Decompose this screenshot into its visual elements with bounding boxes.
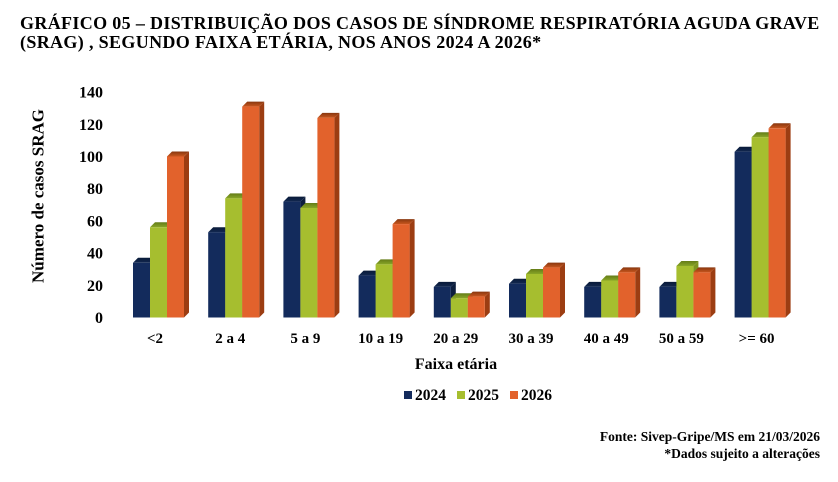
svg-text:0: 0 bbox=[95, 310, 103, 327]
svg-text:40 a 49: 40 a 49 bbox=[584, 331, 629, 347]
svg-text:40: 40 bbox=[87, 246, 103, 263]
svg-text:2 a 4: 2 a 4 bbox=[215, 331, 246, 347]
svg-text:100: 100 bbox=[79, 149, 103, 166]
svg-text:5 a 9: 5 a 9 bbox=[290, 331, 320, 347]
svg-text:80: 80 bbox=[87, 181, 103, 198]
svg-text:140: 140 bbox=[79, 85, 103, 102]
svg-text:Faixa etária: Faixa etária bbox=[415, 356, 497, 373]
svg-text:>= 60: >= 60 bbox=[739, 331, 775, 347]
svg-text:20 a 29: 20 a 29 bbox=[433, 331, 478, 347]
svg-text:30 a 39: 30 a 39 bbox=[509, 331, 554, 347]
svg-text:Número de casos SRAG: Número de casos SRAG bbox=[29, 109, 48, 283]
svg-text:120: 120 bbox=[79, 117, 103, 134]
svg-text:50 a 59: 50 a 59 bbox=[659, 331, 704, 347]
svg-text:10 a 19: 10 a 19 bbox=[358, 331, 403, 347]
svg-text:20: 20 bbox=[87, 278, 103, 295]
svg-text:60: 60 bbox=[87, 213, 103, 230]
svg-text:<2: <2 bbox=[147, 331, 163, 347]
